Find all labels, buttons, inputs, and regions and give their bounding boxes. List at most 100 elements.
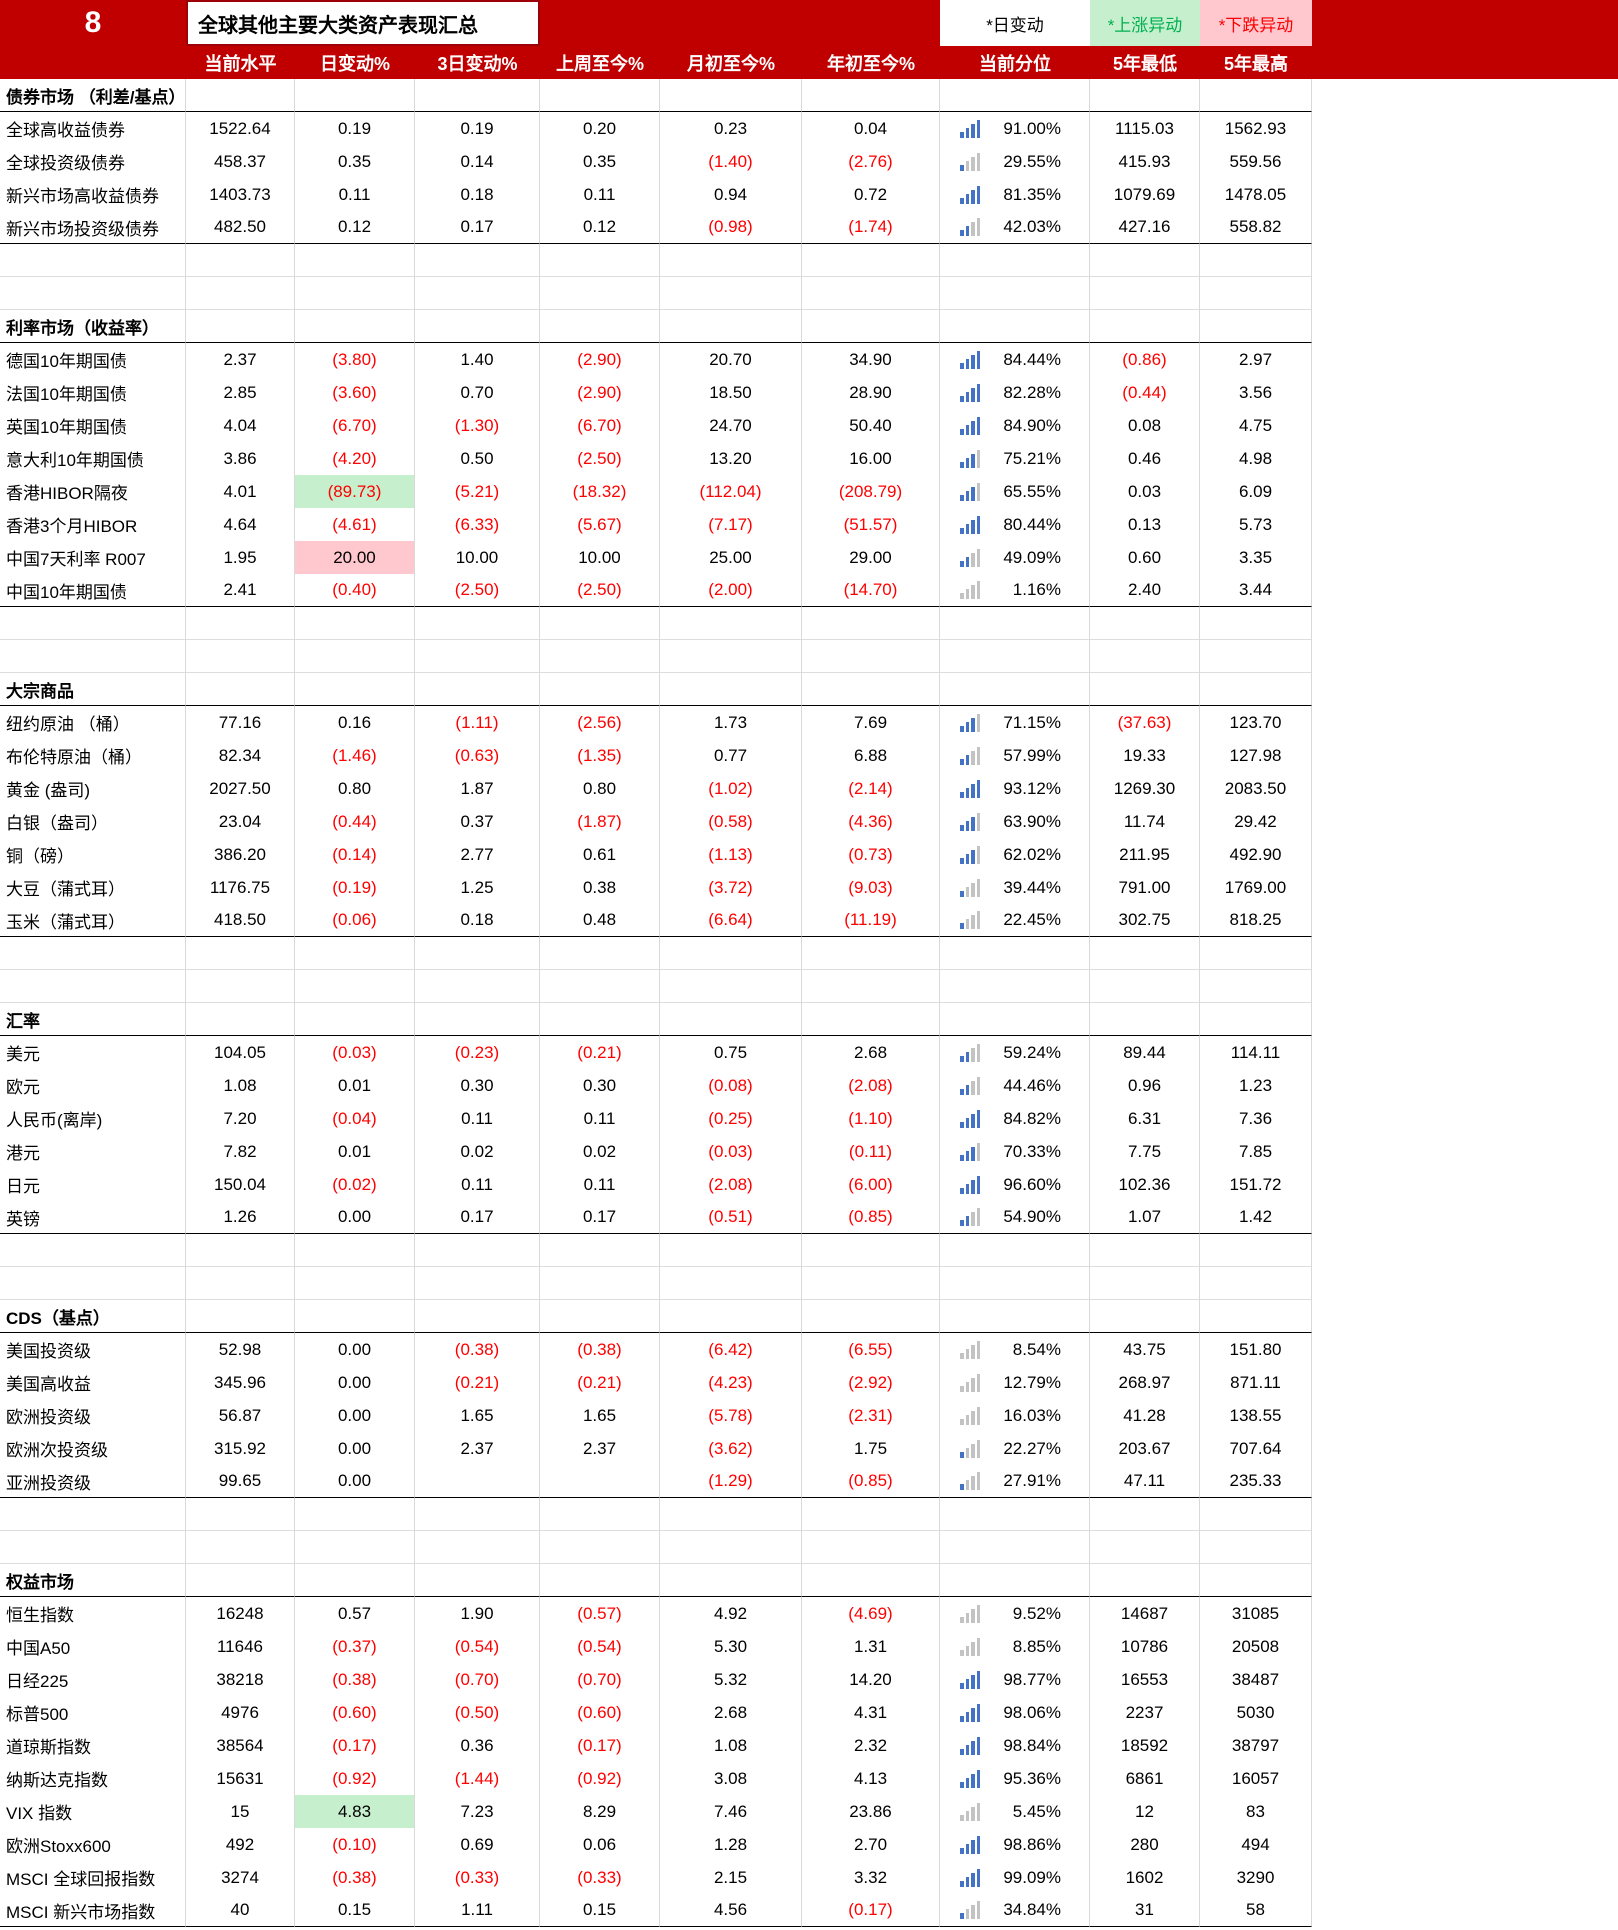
percentile-value: 8.54% <box>1012 1339 1061 1359</box>
blank-cell <box>940 277 1090 310</box>
blank-cell <box>186 1267 295 1300</box>
cell-5y-high: 20508 <box>1200 1630 1312 1663</box>
cell-year-to-date: 14.20 <box>802 1663 940 1696</box>
cell-year-to-date: (1.74) <box>802 211 940 244</box>
blank-cell <box>415 1531 540 1564</box>
percentile-bar <box>976 746 980 765</box>
cell-3day-change <box>415 1465 540 1498</box>
cell-current-level: 52.98 <box>186 1333 295 1366</box>
percentile-bars-icon <box>960 152 980 171</box>
cell-month-to-date: 7.46 <box>660 1795 802 1828</box>
blank-cell <box>660 970 802 1003</box>
cell-3day-change: 1.87 <box>415 772 540 805</box>
percentile-bar <box>976 1802 980 1821</box>
blank-cell <box>540 937 660 970</box>
percentile-bar <box>960 1154 964 1161</box>
cell-month-to-date: 5.32 <box>660 1663 802 1696</box>
cell-5y-low: 102.36 <box>1090 1168 1200 1201</box>
cell-week-to-date: 10.00 <box>540 541 660 574</box>
blank-cell <box>186 937 295 970</box>
percentile-bar <box>971 1080 975 1095</box>
row-label: MSCI 新兴市场指数 <box>0 1894 186 1927</box>
cell-3day-change: 0.70 <box>415 376 540 409</box>
blank-cell <box>1200 607 1312 640</box>
legend-day-change: *日变动 <box>940 0 1090 46</box>
cell-year-to-date: 4.31 <box>802 1696 940 1729</box>
blank-row <box>0 277 1312 310</box>
blank-cell <box>186 607 295 640</box>
percentile-bar <box>965 523 969 534</box>
column-header-grid: 当前水平 日变动% 3日变动% 上周至今% 月初至今% 年初至今% 当前分位 5年最低 5年最高 <box>0 46 1618 79</box>
cell-week-to-date: 2.37 <box>540 1432 660 1465</box>
cell-3day-change: 0.36 <box>415 1729 540 1762</box>
table-row: 大豆（蒲式耳） 1176.75 (0.19) 1.25 0.38 (3.72) (9.03)… <box>0 871 1312 904</box>
percentile-bar <box>976 1868 980 1887</box>
cell-5y-high: 1478.05 <box>1200 178 1312 211</box>
cell-week-to-date: (0.17) <box>540 1729 660 1762</box>
table-row: 香港HIBOR隔夜 4.01 (89.73) (5.21) (18.32) (112.04… <box>0 475 1312 508</box>
cell-3day-change: 2.77 <box>415 838 540 871</box>
cell-5y-low: 1602 <box>1090 1861 1200 1894</box>
cell-year-to-date: 2.70 <box>802 1828 940 1861</box>
cell-week-to-date: (0.54) <box>540 1630 660 1663</box>
blank-cell <box>1090 1234 1200 1267</box>
cell-month-to-date: (1.13) <box>660 838 802 871</box>
blank-cell <box>0 970 186 1003</box>
cell-5y-low: 268.97 <box>1090 1366 1200 1399</box>
percentile-bar <box>965 1348 969 1359</box>
blank-cell <box>1090 244 1200 277</box>
cell-week-to-date: 0.11 <box>540 178 660 211</box>
column-header: 当前分位 <box>979 53 1051 74</box>
percentile-value: 99.09% <box>1003 1867 1061 1887</box>
blank-cell <box>0 937 186 970</box>
cell-5y-high: 3.35 <box>1200 541 1312 574</box>
row-label: VIX 指数 <box>0 1795 186 1828</box>
row-label: 中国7天利率 R007 <box>0 541 186 574</box>
blank-cell <box>1090 640 1200 673</box>
blank-cell <box>0 1498 186 1531</box>
percentile-bar <box>965 226 969 236</box>
percentile-bar <box>965 1777 969 1788</box>
section-header-empty-cell <box>660 79 802 112</box>
cell-3day-change: 0.18 <box>415 178 540 211</box>
percentile-bar <box>971 222 975 236</box>
percentile-bars-icon <box>960 1109 980 1128</box>
percentile-bar <box>960 1385 964 1392</box>
cell-3day-change: (2.50) <box>415 574 540 607</box>
percentile-bar <box>965 160 969 171</box>
cell-5y-high: 818.25 <box>1200 904 1312 937</box>
table-row: 欧洲Stoxx600 492 (0.10) 0.69 0.06 1.28 2.70 98.86… <box>0 1828 1312 1861</box>
table-row: 新兴市场投资级债券 482.50 0.12 0.17 0.12 (0.98) (1.74) 4… <box>0 211 1312 244</box>
percentile-bar <box>971 156 975 171</box>
cell-5y-low: 2237 <box>1090 1696 1200 1729</box>
section-header-row: 汇率 <box>0 1003 1312 1036</box>
cell-5y-high: 38797 <box>1200 1729 1312 1762</box>
percentile-bar <box>971 123 975 138</box>
cell-5y-low: 47.11 <box>1090 1465 1200 1498</box>
percentile-bar <box>960 395 964 402</box>
cell-week-to-date: (2.50) <box>540 442 660 475</box>
cell-week-to-date: (2.90) <box>540 343 660 376</box>
blank-row <box>0 607 1312 640</box>
cell-week-to-date: (0.70) <box>540 1663 660 1696</box>
percentile-value: 27.91% <box>1003 1471 1061 1490</box>
percentile-bar <box>960 1748 964 1755</box>
cell-3day-change: 0.02 <box>415 1135 540 1168</box>
cell-year-to-date: 1.31 <box>802 1630 940 1663</box>
blank-cell <box>415 1267 540 1300</box>
cell-year-to-date: (9.03) <box>802 871 940 904</box>
blank-cell <box>295 970 415 1003</box>
blank-cell <box>295 1234 415 1267</box>
table-row: 英镑 1.26 0.00 0.17 0.17 (0.51) (0.85) 54.90% 1.07… <box>0 1201 1312 1234</box>
cell-5y-high: 114.11 <box>1200 1036 1312 1069</box>
cell-year-to-date: 0.04 <box>802 112 940 145</box>
cell-week-to-date: 0.61 <box>540 838 660 871</box>
cell-week-to-date: (0.60) <box>540 1696 660 1729</box>
percentile-bar <box>971 717 975 732</box>
cell-3day-change: 0.50 <box>415 442 540 475</box>
cell-5y-high: 6.09 <box>1200 475 1312 508</box>
row-label: 美元 <box>0 1036 186 1069</box>
cell-current-level: 11646 <box>186 1630 295 1663</box>
cell-day-change: (0.38) <box>295 1861 415 1894</box>
blank-cell <box>415 277 540 310</box>
